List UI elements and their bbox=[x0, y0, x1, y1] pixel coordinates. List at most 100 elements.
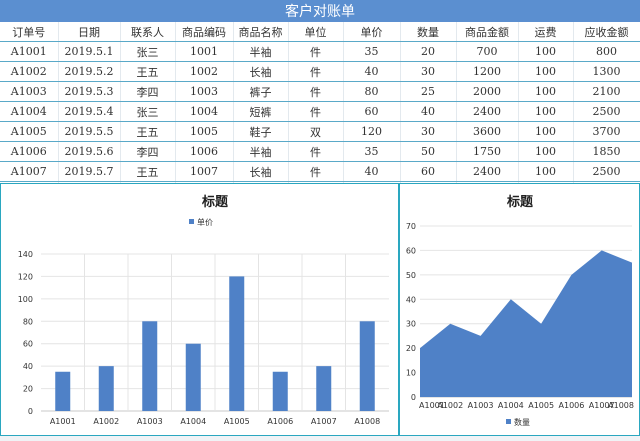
table-cell[interactable]: 件 bbox=[288, 101, 344, 122]
table-cell[interactable]: 长袖 bbox=[233, 161, 289, 182]
table-cell[interactable]: 1300 bbox=[573, 61, 640, 82]
table-cell[interactable]: 鞋子 bbox=[233, 121, 289, 142]
table-cell[interactable]: 40 bbox=[343, 61, 401, 82]
table-cell[interactable]: 35 bbox=[343, 141, 401, 162]
table-cell[interactable]: 60 bbox=[400, 161, 457, 182]
table-cell[interactable]: 40 bbox=[400, 101, 457, 122]
chart-title: 标题 bbox=[201, 194, 229, 210]
table-cell[interactable]: 1006 bbox=[175, 141, 234, 162]
table-cell[interactable]: 件 bbox=[288, 81, 344, 102]
table-cell[interactable]: 2400 bbox=[456, 161, 519, 182]
table-row[interactable]: A1004 2019.5.4 张三 1004 短裤件 60 40 2400 100 2500 bbox=[0, 101, 640, 122]
column-header[interactable]: 日期 bbox=[58, 22, 121, 42]
table-cell[interactable]: 2019.5.7 bbox=[58, 161, 121, 182]
table-cell[interactable]: 1850 bbox=[573, 141, 640, 162]
column-header[interactable]: 单位 bbox=[288, 22, 344, 42]
table-cell[interactable]: 王五 bbox=[120, 61, 176, 82]
y-tick-label: 60 bbox=[23, 340, 33, 349]
table-cell[interactable]: 800 bbox=[573, 41, 640, 62]
table-cell[interactable]: 件 bbox=[288, 61, 344, 82]
table-cell[interactable]: 50 bbox=[400, 141, 457, 162]
table-cell[interactable]: 2019.5.2 bbox=[58, 61, 121, 82]
table-cell[interactable]: 2019.5.3 bbox=[58, 81, 121, 102]
table-row[interactable]: A1005 2019.5.5 王五 1005 鞋子双 120 30 3600 100 3700 bbox=[0, 121, 640, 142]
table-cell[interactable]: 件 bbox=[288, 41, 344, 62]
table-row[interactable]: A1007 2019.5.7 王五 1007 长袖件 40 60 2400 100 2500 bbox=[0, 161, 640, 182]
table-cell[interactable]: 40 bbox=[343, 161, 401, 182]
table-cell[interactable]: 30 bbox=[400, 121, 457, 142]
table-cell[interactable]: 双 bbox=[288, 121, 344, 142]
column-header[interactable]: 运费 bbox=[518, 22, 574, 42]
table-cell[interactable]: 1002 bbox=[175, 61, 234, 82]
table-cell[interactable]: 100 bbox=[518, 101, 574, 122]
table-cell[interactable]: 短裤 bbox=[233, 101, 289, 122]
column-header[interactable]: 单价 bbox=[343, 22, 401, 42]
column-header[interactable]: 数量 bbox=[400, 22, 457, 42]
table-cell[interactable]: 张三 bbox=[120, 101, 176, 122]
table-cell[interactable]: 35 bbox=[343, 41, 401, 62]
table-cell[interactable]: 王五 bbox=[120, 121, 176, 142]
quantity-area-chart-panel[interactable]: 标题 0 10 20 30 40 50 60 70 A1001 A1002 A1003 A1004 A10… bbox=[399, 183, 640, 436]
table-cell[interactable]: 700 bbox=[456, 41, 519, 62]
table-cell[interactable]: A1005 bbox=[0, 121, 59, 142]
column-header[interactable]: 应收金额 bbox=[573, 22, 640, 42]
table-cell[interactable]: 1003 bbox=[175, 81, 234, 102]
table-cell[interactable]: 李四 bbox=[120, 81, 176, 102]
column-header[interactable]: 联系人 bbox=[120, 22, 176, 42]
table-row[interactable]: A1003 2019.5.3 李四 1003 裤子件 80 25 2000 100 2100 bbox=[0, 81, 640, 102]
table-cell[interactable]: 3600 bbox=[456, 121, 519, 142]
table-cell[interactable]: 100 bbox=[518, 81, 574, 102]
table-cell[interactable]: 2019.5.4 bbox=[58, 101, 121, 122]
table-cell[interactable]: 80 bbox=[343, 81, 401, 102]
table-cell[interactable]: 1200 bbox=[456, 61, 519, 82]
table-cell[interactable]: 件 bbox=[288, 141, 344, 162]
table-cell[interactable]: A1001 bbox=[0, 41, 59, 62]
table-cell[interactable]: 20 bbox=[400, 41, 457, 62]
table-cell[interactable]: 2500 bbox=[573, 161, 640, 182]
table-cell[interactable]: 100 bbox=[518, 41, 574, 62]
table-cell[interactable]: 王五 bbox=[120, 161, 176, 182]
table-cell[interactable]: A1003 bbox=[0, 81, 59, 102]
table-cell[interactable]: 100 bbox=[518, 121, 574, 142]
table-cell[interactable]: 25 bbox=[400, 81, 457, 102]
column-header[interactable]: 商品金额 bbox=[456, 22, 519, 42]
table-cell[interactable]: 2500 bbox=[573, 101, 640, 122]
table-cell[interactable]: 1001 bbox=[175, 41, 234, 62]
table-cell[interactable]: 1750 bbox=[456, 141, 519, 162]
table-cell[interactable]: 长袖 bbox=[233, 61, 289, 82]
table-row[interactable]: A1006 2019.5.6 李四 1006 半袖件 35 50 1750 100 1850 bbox=[0, 141, 640, 162]
table-cell[interactable]: 李四 bbox=[120, 141, 176, 162]
table-cell[interactable]: 100 bbox=[518, 161, 574, 182]
table-cell[interactable]: 100 bbox=[518, 61, 574, 82]
column-header[interactable]: 商品名称 bbox=[233, 22, 289, 42]
table-cell[interactable]: 100 bbox=[518, 141, 574, 162]
table-cell[interactable]: 半袖 bbox=[233, 41, 289, 62]
table-row[interactable]: A1002 2019.5.2 王五 1002 长袖件 40 30 1200 100 1300 bbox=[0, 61, 640, 82]
table-cell[interactable]: 张三 bbox=[120, 41, 176, 62]
table-cell[interactable]: 2400 bbox=[456, 101, 519, 122]
table-cell[interactable]: 2100 bbox=[573, 81, 640, 102]
table-cell[interactable]: 半袖 bbox=[233, 141, 289, 162]
table-cell[interactable]: 3700 bbox=[573, 121, 640, 142]
table-cell[interactable]: 30 bbox=[400, 61, 457, 82]
table-cell[interactable]: A1004 bbox=[0, 101, 59, 122]
table-cell[interactable]: 2019.5.1 bbox=[58, 41, 121, 62]
table-cell[interactable]: 2019.5.6 bbox=[58, 141, 121, 162]
table-cell[interactable]: 2019.5.5 bbox=[58, 121, 121, 142]
table-cell[interactable]: 60 bbox=[343, 101, 401, 122]
table-cell[interactable]: 件 bbox=[288, 161, 344, 182]
column-header[interactable]: 商品编码 bbox=[175, 22, 234, 42]
table-cell[interactable]: A1006 bbox=[0, 141, 59, 162]
column-header[interactable]: 订单号 bbox=[0, 22, 59, 42]
price-bar-chart-panel[interactable]: 标题 单价 0 20 40 60 80 100 120 140 A1001 A1002 A1003 A10… bbox=[0, 183, 399, 436]
table-cell[interactable]: A1007 bbox=[0, 161, 59, 182]
table-row[interactable]: A1001 2019.5.1 张三 1001 半袖件 35 20 700 100 800 bbox=[0, 41, 640, 62]
table-cell[interactable]: 1007 bbox=[175, 161, 234, 182]
table-cell[interactable]: 1005 bbox=[175, 121, 234, 142]
table-cell[interactable]: 120 bbox=[343, 121, 401, 142]
table-cell[interactable]: 1004 bbox=[175, 101, 234, 122]
bar bbox=[229, 276, 245, 411]
table-cell[interactable]: 2000 bbox=[456, 81, 519, 102]
table-cell[interactable]: A1002 bbox=[0, 61, 59, 82]
table-cell[interactable]: 裤子 bbox=[233, 81, 289, 102]
